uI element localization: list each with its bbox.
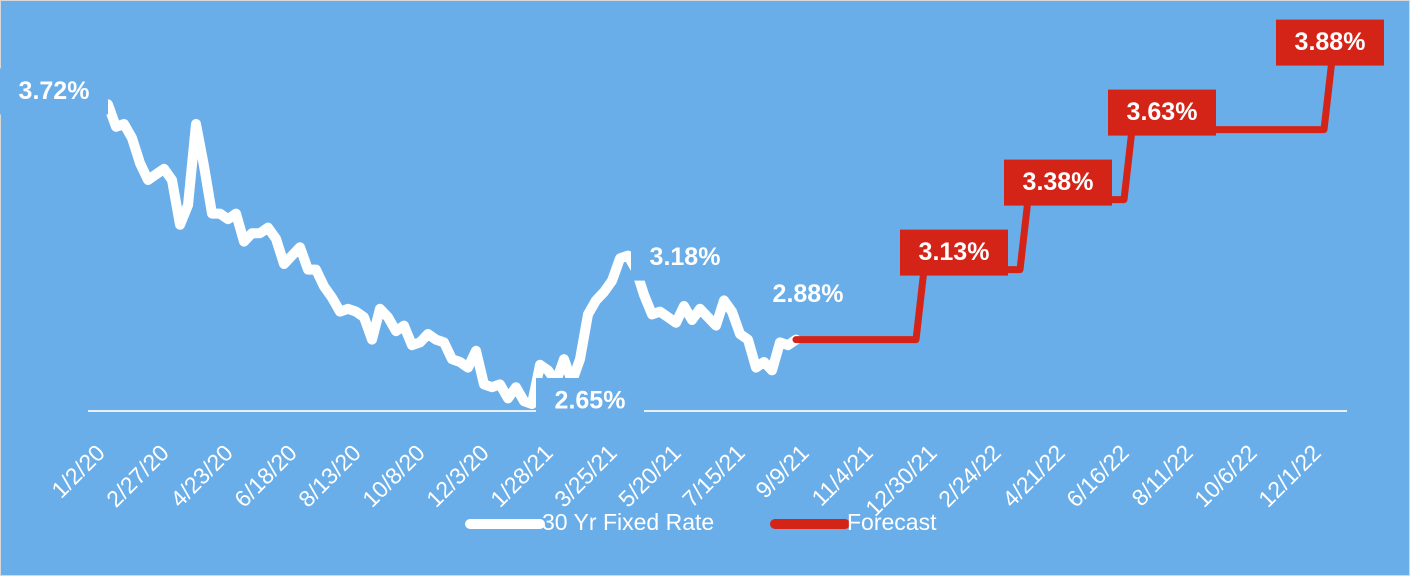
data-label: 3.13% xyxy=(919,238,990,266)
label-box xyxy=(536,378,644,424)
data-label: 3.63% xyxy=(1127,98,1198,126)
legend-label: Forecast xyxy=(847,509,937,535)
data-label: 2.88% xyxy=(773,280,844,308)
data-label: 3.18% xyxy=(650,243,721,271)
label-box xyxy=(900,229,1008,276)
label-box xyxy=(1004,159,1112,206)
label-box xyxy=(1108,89,1216,136)
data-label: 2.65% xyxy=(555,387,626,415)
label-box xyxy=(754,271,862,318)
data-label: 3.88% xyxy=(1295,28,1366,56)
label-box xyxy=(0,68,108,115)
legend-label: 30 Yr Fixed Rate xyxy=(542,509,714,535)
line-series xyxy=(103,99,801,409)
data-label: 3.38% xyxy=(1023,168,1094,196)
data-label: 3.72% xyxy=(19,77,90,105)
label-box xyxy=(1276,19,1384,66)
label-box xyxy=(631,234,739,281)
